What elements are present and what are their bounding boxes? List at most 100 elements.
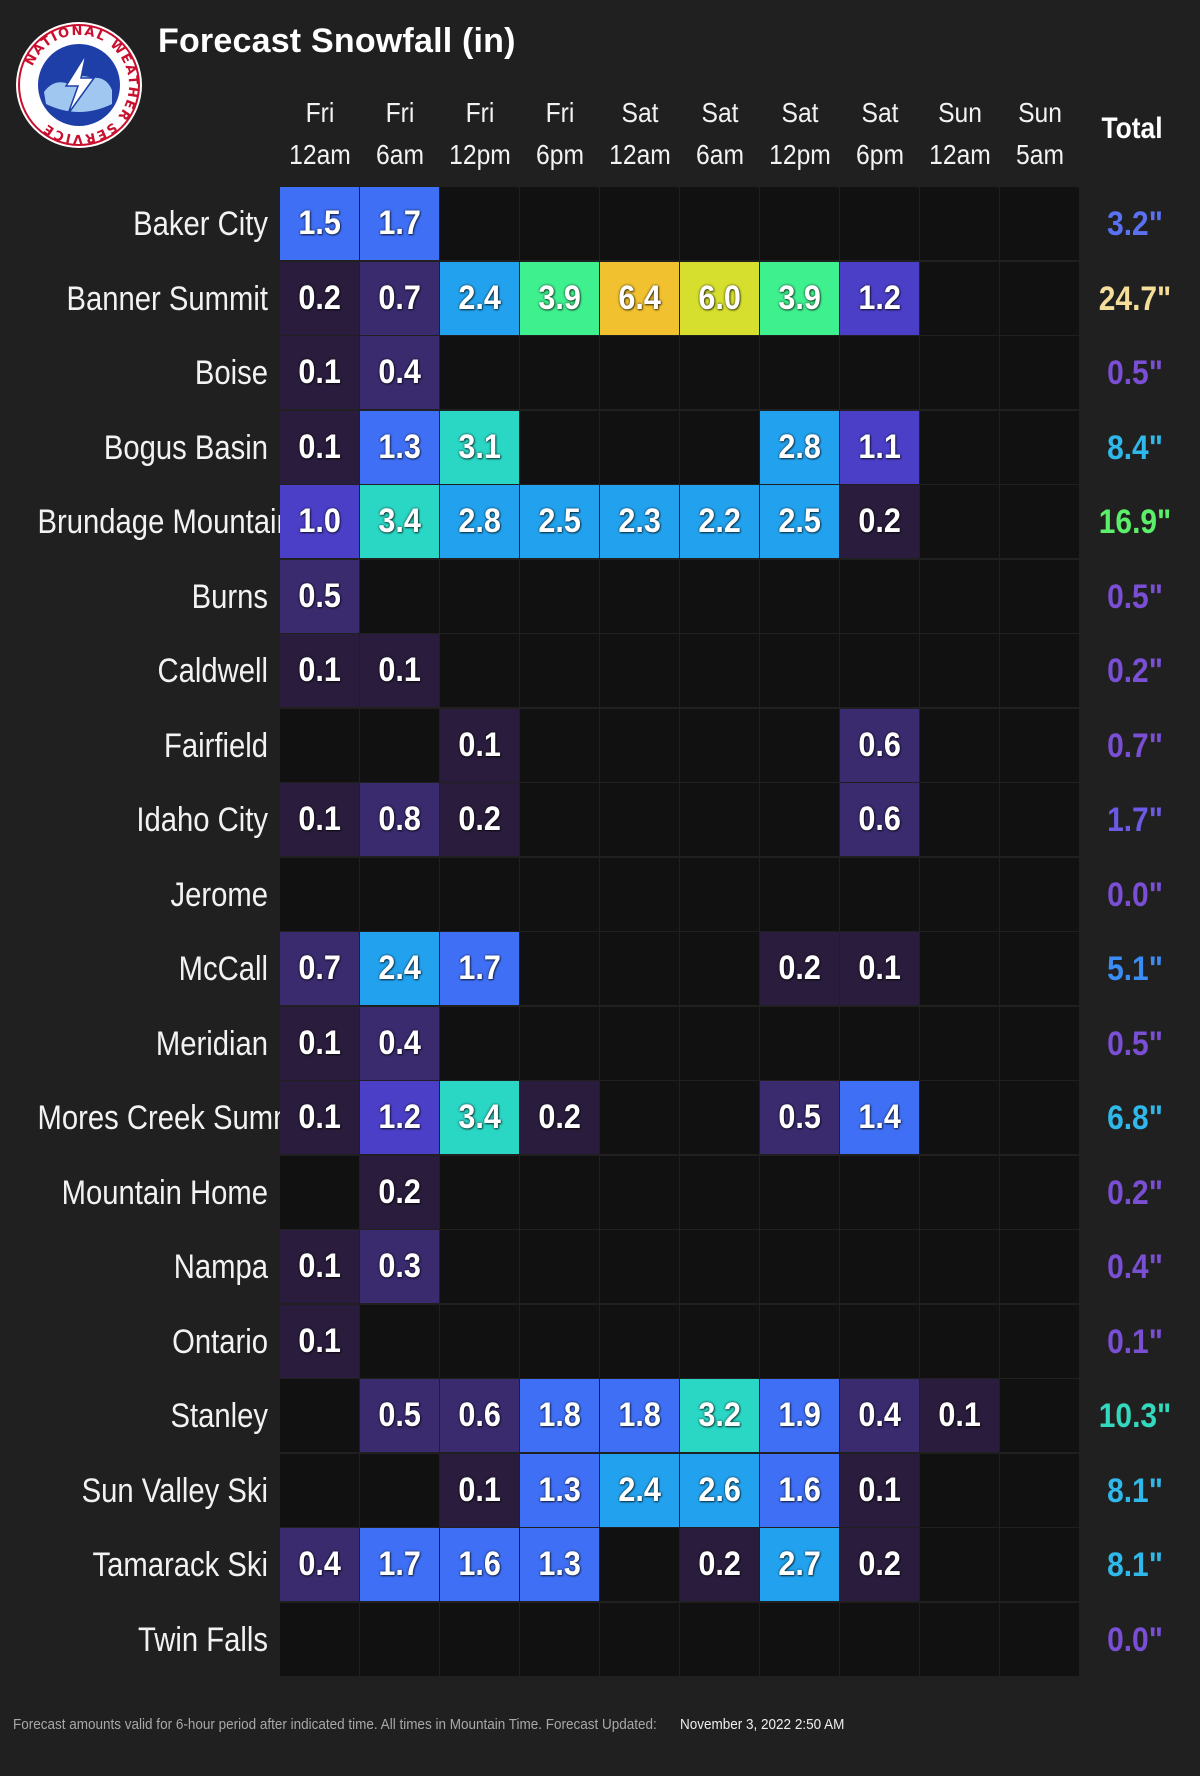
snowfall-cell: 0.1 xyxy=(280,634,359,707)
snowfall-cell xyxy=(1000,261,1079,335)
snowfall-value: 0.1 xyxy=(298,1023,341,1062)
snowfall-cell xyxy=(1000,187,1079,260)
snowfall-value: 0.1 xyxy=(298,800,341,838)
snowfall-cell xyxy=(600,410,679,484)
snowfall-value: 3.2 xyxy=(698,1396,741,1434)
column-header-day: Sat xyxy=(861,97,899,128)
snowfall-cell: 2.2 xyxy=(680,485,759,558)
snowfall-cell: 1.7 xyxy=(440,932,519,1005)
snowfall-value: 6.0 xyxy=(698,278,741,317)
snowfall-cell: 0.2 xyxy=(440,783,519,856)
snowfall-cell xyxy=(440,634,519,707)
column-header-time: 12pm xyxy=(769,139,831,170)
snowfall-value: 1.5 xyxy=(298,204,341,242)
snowfall-cell: 0.5 xyxy=(360,1379,439,1452)
snowfall-cell xyxy=(1000,932,1079,1005)
snowfall-cell: 0.2 xyxy=(760,932,839,1005)
snowfall-cell: 0.1 xyxy=(280,1081,359,1154)
location-total: 0.0" xyxy=(1107,1620,1163,1659)
column-header-day: Fri xyxy=(545,97,575,128)
snowfall-cell xyxy=(600,932,679,1005)
snowfall-cell xyxy=(840,634,919,707)
snowfall-value: 1.2 xyxy=(858,278,901,317)
snowfall-value: 2.7 xyxy=(778,1545,821,1583)
snowfall-cell: 2.4 xyxy=(360,932,439,1005)
snowfall-value: 0.1 xyxy=(858,949,901,987)
location-label: Twin Falls xyxy=(138,1620,268,1659)
snowfall-value: 2.8 xyxy=(458,502,501,540)
snowfall-cell xyxy=(440,187,519,260)
snowfall-cell xyxy=(760,1006,839,1080)
snowfall-cell: 1.8 xyxy=(520,1379,599,1452)
location-total: 16.9" xyxy=(1098,503,1172,541)
snowfall-cell xyxy=(1000,410,1079,484)
snowfall-cell xyxy=(840,187,919,260)
snowfall-cell: 2.7 xyxy=(760,1528,839,1601)
snowfall-value: 0.3 xyxy=(378,1247,421,1285)
snowfall-cell: 3.4 xyxy=(360,485,439,558)
snowfall-value: 0.6 xyxy=(858,800,901,838)
snowfall-cell: 2.8 xyxy=(760,410,839,484)
snowfall-value: 3.9 xyxy=(778,278,821,317)
snowfall-cell xyxy=(760,1304,839,1378)
location-label: McCall xyxy=(178,950,268,988)
snowfall-cell xyxy=(680,1602,759,1676)
snowfall-value: 2.6 xyxy=(698,1470,741,1509)
snowfall-cell: 1.7 xyxy=(360,1528,439,1601)
snowfall-cell xyxy=(520,708,599,782)
snowfall-value: 0.1 xyxy=(298,1321,341,1360)
snowfall-cell xyxy=(680,187,759,260)
snowfall-cell: 0.4 xyxy=(840,1379,919,1452)
snowfall-cell xyxy=(360,708,439,782)
location-label: Sun Valley Ski xyxy=(81,1471,268,1510)
snowfall-value: 1.1 xyxy=(858,427,901,466)
snowfall-value: 1.3 xyxy=(538,1545,581,1583)
snowfall-cell: 3.2 xyxy=(680,1379,759,1452)
snowfall-value: 0.1 xyxy=(298,1247,341,1285)
location-total: 0.5" xyxy=(1107,1024,1163,1063)
snowfall-cell xyxy=(920,559,999,633)
snowfall-cell xyxy=(440,1006,519,1080)
snowfall-cell xyxy=(840,559,919,633)
column-header: Fri 12pm xyxy=(445,92,515,176)
snowfall-cell xyxy=(1000,634,1079,707)
snowfall-cell xyxy=(920,708,999,782)
location-total: 8.4" xyxy=(1107,428,1163,467)
column-header-time: 6pm xyxy=(536,139,584,170)
snowfall-cell: 0.2 xyxy=(840,1528,919,1601)
snowfall-cell: 2.4 xyxy=(440,261,519,335)
snowfall-cell xyxy=(1000,1379,1079,1452)
snowfall-value: 0.4 xyxy=(298,1545,341,1583)
location-label: Burns xyxy=(191,577,268,616)
snowfall-cell: 0.6 xyxy=(840,708,919,782)
snowfall-cell: 0.1 xyxy=(280,410,359,484)
snowfall-value: 2.5 xyxy=(778,502,821,540)
location-label: Boise xyxy=(194,354,268,392)
snowfall-cell xyxy=(440,336,519,409)
snowfall-cell xyxy=(680,410,759,484)
column-header-time: 6am xyxy=(696,139,744,170)
snowfall-value: 0.1 xyxy=(858,1470,901,1509)
snowfall-cell xyxy=(280,1155,359,1229)
location-label: Ontario xyxy=(172,1322,268,1361)
location-label: Mores Creek Summit xyxy=(37,1099,313,1137)
snowfall-cell: 3.9 xyxy=(520,261,599,335)
snowfall-cell xyxy=(920,261,999,335)
snowfall-value: 1.0 xyxy=(298,502,341,540)
location-total: 3.2" xyxy=(1107,205,1163,243)
snowfall-cell: 1.0 xyxy=(280,485,359,558)
snowfall-cell xyxy=(440,1155,519,1229)
snowfall-cell xyxy=(520,187,599,260)
snowfall-cell: 0.4 xyxy=(360,1006,439,1080)
location-total: 24.7" xyxy=(1098,279,1172,318)
snowfall-cell xyxy=(920,1006,999,1080)
location-label: Bogus Basin xyxy=(103,428,268,467)
snowfall-value: 1.9 xyxy=(778,1396,821,1434)
snowfall-cell xyxy=(1000,1453,1079,1527)
snowfall-cell xyxy=(440,857,519,931)
snowfall-cell xyxy=(600,1528,679,1601)
snowfall-cell: 1.3 xyxy=(360,410,439,484)
snowfall-cell: 3.4 xyxy=(440,1081,519,1154)
location-total: 10.3" xyxy=(1098,1397,1172,1435)
location-label: Nampa xyxy=(173,1248,268,1286)
